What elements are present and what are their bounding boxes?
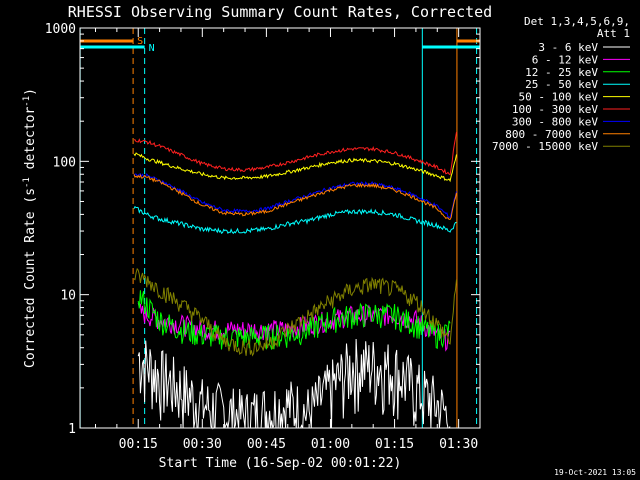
x-tick-label: 01:15 — [375, 437, 414, 452]
y-tick-label: 100 — [53, 155, 76, 170]
x-tick-label: 01:30 — [439, 437, 478, 452]
legend-header: Det 1,3,4,5,6,9, — [524, 15, 630, 28]
series-line — [133, 131, 457, 176]
legend-label: 3 - 6 keV — [538, 41, 598, 54]
y-axis-label-end: ) — [23, 88, 38, 96]
legend-label: 100 - 300 keV — [512, 103, 598, 116]
series-line — [137, 302, 451, 352]
x-axis-label: Start Time (16-Sep-02 00:01:22) — [159, 456, 402, 471]
x-tick-label: 00:15 — [119, 437, 158, 452]
plot-area: SN — [79, 28, 480, 430]
y-tick-label: 10 — [60, 289, 76, 304]
plot-frame — [79, 27, 481, 429]
y-axis-label-sup: -1 — [22, 177, 32, 188]
x-axis: 00:15 00:30 00:45 01:00 01:15 01:30 — [95, 28, 481, 452]
series-line — [133, 267, 457, 357]
legend-label: 50 - 100 keV — [519, 91, 599, 104]
y-axis-label-sup: -1 — [22, 96, 32, 107]
y-tick-label: 1000 — [45, 22, 76, 37]
legend-label: 6 - 12 keV — [532, 53, 599, 66]
legend-header: Att 1 — [597, 27, 630, 40]
flag-label: N — [149, 43, 155, 54]
y-axis-label-mid: detector — [23, 107, 38, 178]
series-line — [137, 290, 451, 350]
legend-label: 300 - 800 keV — [512, 115, 598, 128]
y-axis: 1 10 100 1000 — [45, 22, 480, 437]
x-tick-label: 01:00 — [311, 437, 350, 452]
x-tick-label: 00:30 — [183, 437, 222, 452]
x-tick-label: 00:45 — [247, 437, 286, 452]
y-tick-label: 1 — [68, 422, 76, 437]
series-line — [137, 338, 451, 430]
flag-label: S — [137, 36, 143, 47]
legend-label: 800 - 7000 keV — [505, 128, 598, 141]
footer-date: 19-Oct-2021 13:05 — [554, 468, 636, 477]
series-line — [133, 173, 457, 221]
y-axis-label: Corrected Count Rate (s-1 detector-1) — [22, 88, 38, 368]
series-line — [133, 152, 457, 183]
y-axis-label-part: Corrected Count Rate (s — [23, 188, 38, 368]
chart-title: RHESSI Observing Summary Count Rates, Co… — [68, 3, 492, 21]
legend-label: 7000 - 15000 keV — [492, 140, 598, 153]
legend-label: 25 - 50 keV — [525, 78, 598, 91]
legend-label: 12 - 25 keV — [525, 66, 598, 79]
series-line — [133, 205, 457, 235]
